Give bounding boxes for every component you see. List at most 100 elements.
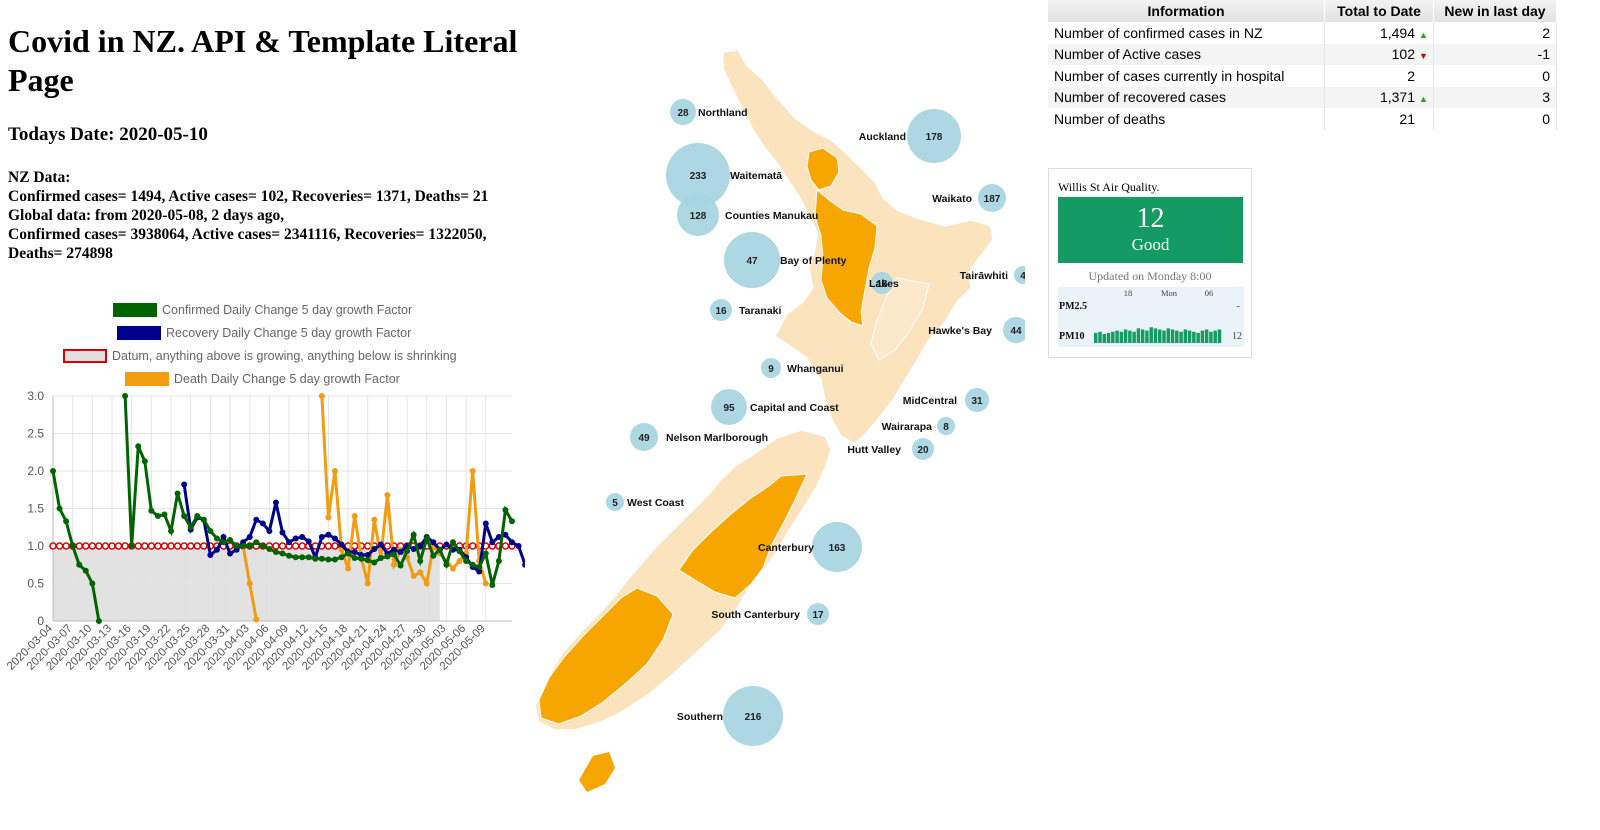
legend-item-0[interactable]: Confirmed Daily Change 5 day growth Fact… [113, 303, 412, 317]
region-auckland[interactable]: 178 Auckland [859, 109, 961, 163]
region-northland[interactable]: 28 Northland [670, 99, 748, 125]
region-nelson-marlborough[interactable]: 49 Nelson Marlborough [630, 423, 768, 451]
region-bubble[interactable] [606, 493, 624, 511]
data-point [325, 514, 332, 521]
data-point [55, 542, 64, 550]
data-point [95, 618, 102, 624]
data-point [325, 531, 332, 538]
data-point [253, 616, 260, 623]
legend-item-2[interactable]: Datum, anything above is growing, anythi… [63, 349, 457, 363]
region-label: Waitematā [730, 170, 782, 182]
legend-item-1[interactable]: Recovery Daily Change 5 day growth Facto… [117, 326, 411, 340]
region-bubble[interactable] [710, 299, 732, 321]
data-point [95, 542, 103, 550]
region-bubble[interactable] [937, 417, 955, 435]
region-canterbury[interactable]: 163 Canterbury [758, 522, 862, 572]
data-point [410, 573, 417, 579]
data-point [279, 550, 286, 557]
data-point [443, 541, 450, 548]
data-point [345, 565, 352, 572]
legend-swatch [113, 303, 157, 317]
region-bubble[interactable] [1003, 317, 1025, 343]
data-point [377, 555, 384, 561]
region-bubble[interactable] [724, 232, 780, 288]
pm10-bar [1094, 332, 1098, 343]
nz-data-heading: NZ Data: [8, 169, 71, 186]
region-bubble[interactable] [871, 272, 893, 294]
data-point [449, 565, 456, 572]
region-hutt-valley[interactable]: 20 Hutt Valley [847, 438, 934, 460]
pm10-bar [1200, 330, 1205, 343]
region-bubble[interactable] [807, 603, 829, 625]
pm10-bar [1170, 329, 1175, 343]
region-label: Auckland [859, 131, 906, 143]
pm10-bar [1192, 331, 1196, 343]
region-bubble[interactable] [912, 438, 934, 460]
air-quality-widget[interactable]: Willis St Air Quality. 12 Good Updated o… [1048, 168, 1252, 358]
data-point [207, 528, 214, 534]
region-bubble[interactable] [666, 143, 730, 207]
row-label: Number of confirmed cases in NZ [1048, 22, 1325, 44]
region-waitemat-[interactable]: 233 Waitematā [666, 143, 782, 207]
table-row: Number of confirmed cases in NZ 1,494 ▲ 2 [1048, 22, 1557, 44]
region-capital-and-coast[interactable]: 95 Capital and Coast [711, 389, 839, 425]
region-tair-whiti[interactable]: 4 Tairāwhiti [960, 266, 1025, 284]
row-new: 0 [1433, 108, 1557, 130]
data-point [180, 542, 188, 550]
region-taranaki[interactable]: 16 Taranaki [710, 299, 781, 321]
region-bubble[interactable] [1014, 266, 1025, 284]
region-counties-manukau[interactable]: 128 Counties Manukau [677, 194, 818, 236]
air-quality-value: 12 [1136, 203, 1165, 234]
region-count: 216 [745, 712, 762, 723]
region-bubble[interactable] [761, 358, 781, 378]
header-information[interactable]: Information [1048, 0, 1325, 22]
trend-up-icon: ▲ [1419, 94, 1428, 105]
data-point [318, 393, 325, 399]
region-bubble[interactable] [670, 99, 696, 125]
region-hawke-s-bay[interactable]: 44 Hawke's Bay [928, 317, 1025, 343]
table-row: Number of deaths 21 0 [1048, 108, 1557, 130]
data-point [286, 552, 293, 559]
region-label: Counties Manukau [725, 210, 818, 222]
region-bubble[interactable] [907, 109, 961, 163]
region-count: 47 [746, 256, 758, 267]
data-point [147, 542, 156, 550]
data-point [476, 564, 483, 570]
data-point [101, 542, 110, 550]
region-bubble[interactable] [711, 389, 747, 425]
data-point [489, 582, 496, 588]
data-point [200, 516, 207, 523]
region-bubble[interactable] [723, 686, 783, 746]
region-wairarapa[interactable]: 8 Wairarapa [882, 417, 955, 435]
region-bubble[interactable] [978, 184, 1006, 212]
data-point [312, 555, 319, 562]
data-point [259, 543, 266, 549]
region-west-coast[interactable]: 5 West Coast [606, 493, 684, 511]
region-south-canterbury[interactable]: 17 South Canterbury [711, 603, 829, 625]
header-new-in-last-day[interactable]: New in last day [1433, 0, 1557, 22]
region-count: 95 [723, 403, 735, 414]
air-quality-sparkline: 18 Mon 06 PM2.5 - PM10 12 [1058, 287, 1244, 347]
row-new: 0 [1433, 65, 1557, 87]
data-point [509, 518, 515, 525]
pm10-bar [1132, 331, 1136, 343]
region-bubble[interactable] [630, 423, 658, 451]
legend-item-3[interactable]: Death Daily Change 5 day growth Factor [125, 372, 400, 386]
region-bubble[interactable] [677, 194, 719, 236]
data-point [489, 539, 496, 546]
data-point [186, 542, 195, 550]
region-bubble[interactable] [965, 388, 989, 412]
table-row: Number of Active cases 102 ▼ -1 [1048, 43, 1557, 65]
region-midcentral[interactable]: 31 MidCentral [903, 388, 989, 412]
header-total-to-date[interactable]: Total to Date [1324, 0, 1434, 22]
data-point [69, 543, 76, 549]
region-waikato[interactable]: 187 Waikato [932, 184, 1006, 212]
region-bubble[interactable] [812, 522, 862, 572]
region-bay-of-plenty[interactable]: 47 Bay of Plenty [724, 232, 847, 288]
data-point [469, 561, 476, 568]
data-point [63, 518, 70, 525]
region-count: 20 [917, 445, 929, 456]
region-southern[interactable]: 216 Southern [677, 686, 783, 746]
region-whanganui[interactable]: 9 Whanganui [761, 358, 844, 378]
